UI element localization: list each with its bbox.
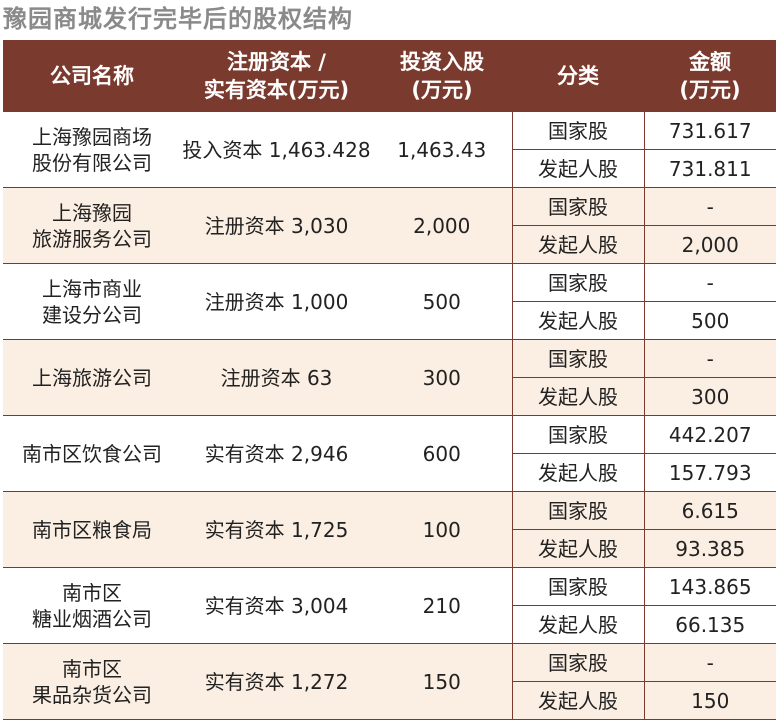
header-amount: 金额 (万元) (644, 40, 776, 112)
header-capital: 注册资本 / 实有资本(万元) (181, 40, 372, 112)
category-cell: 国家股 (511, 567, 644, 606)
table-row: 上海市商业 建设分公司 注册资本 1,000 500 国家股 - (3, 263, 776, 340)
amount-cell: 500 (643, 301, 776, 340)
investment-cell: 150 (372, 643, 512, 720)
amount-cell: - (643, 643, 776, 682)
amount-cell: 93.385 (643, 529, 776, 568)
table-row: 南市区 糖业烟酒公司 实有资本 3,004 210 国家股 143.865 (3, 567, 776, 644)
category-cell: 发起人股 (511, 529, 644, 568)
category-cell: 发起人股 (511, 225, 644, 264)
category-cell: 国家股 (511, 643, 644, 682)
company-name-cell: 南市区 果品杂货公司 (3, 643, 181, 720)
investment-cell: 1,463.43 (372, 112, 512, 188)
table-row: 发起人股 2,000 (3, 225, 776, 264)
table-row: 发起人股 93.385 (3, 529, 776, 568)
investment-cell: 100 (372, 491, 512, 568)
table-row: 上海豫园商场 股份有限公司 投入资本 1,463.428 1,463.43 国家股 731… (3, 112, 776, 188)
capital-cell: 实有资本 1,725 (181, 491, 372, 568)
category-cell: 国家股 (511, 263, 644, 302)
company-name-cell: 上海市商业 建设分公司 (3, 263, 181, 340)
header-row: 公司名称 注册资本 / 实有资本(万元) 投资入股 (万元) 分类 金额 (万元) (3, 40, 776, 112)
investment-cell: 500 (372, 263, 512, 340)
table-row: 发起人股 157.793 (3, 453, 776, 492)
investment-cell: 600 (372, 415, 512, 492)
table-row: 上海豫园 旅游服务公司 注册资本 3,030 2,000 国家股 - (3, 187, 776, 264)
header-category: 分类 (512, 40, 644, 112)
amount-cell: 6.615 (643, 491, 776, 530)
table-row: 南市区饮食公司 实有资本 2,946 600 国家股 442.207 (3, 415, 776, 492)
amount-cell: - (643, 187, 776, 226)
table-body: 上海豫园商场 股份有限公司 投入资本 1,463.428 1,463.43 国家股 731… (3, 112, 776, 720)
table-row: 南市区粮食局 实有资本 1,725 100 国家股 6.615 (3, 491, 776, 568)
amount-cell: 66.135 (643, 605, 776, 644)
company-name-cell: 南市区粮食局 (3, 491, 181, 568)
category-cell: 发起人股 (511, 301, 644, 340)
capital-cell: 注册资本 63 (181, 339, 372, 416)
amount-cell: 2,000 (643, 225, 776, 264)
amount-cell: 731.811 (643, 149, 776, 188)
category-cell: 国家股 (511, 112, 644, 150)
company-name-cell: 上海豫园商场 股份有限公司 (3, 112, 181, 188)
amount-cell: 143.865 (643, 567, 776, 606)
capital-cell: 注册资本 3,030 (181, 187, 372, 264)
amount-cell: 150 (643, 681, 776, 720)
investment-cell: 210 (372, 567, 512, 644)
capital-cell: 注册资本 1,000 (181, 263, 372, 340)
table-row: 发起人股 731.811 (3, 149, 776, 188)
company-name-cell: 南市区 糖业烟酒公司 (3, 567, 181, 644)
header-company: 公司名称 (3, 40, 181, 112)
amount-cell: 731.617 (643, 112, 776, 150)
capital-cell: 实有资本 3,004 (181, 567, 372, 644)
equity-structure-table: 公司名称 注册资本 / 实有资本(万元) 投资入股 (万元) 分类 金额 (万元) 上… (3, 40, 776, 720)
investment-cell: 300 (372, 339, 512, 416)
capital-cell: 投入资本 1,463.428 (181, 112, 372, 188)
capital-cell: 实有资本 2,946 (181, 415, 372, 492)
category-cell: 发起人股 (511, 377, 644, 416)
company-name-cell: 南市区饮食公司 (3, 415, 181, 492)
table-row: 发起人股 150 (3, 681, 776, 720)
table-row: 南市区 果品杂货公司 实有资本 1,272 150 国家股 - (3, 643, 776, 720)
category-cell: 国家股 (511, 491, 644, 530)
company-name-cell: 上海旅游公司 (3, 339, 181, 416)
amount-cell: 157.793 (643, 453, 776, 492)
category-cell: 国家股 (511, 339, 644, 378)
table-row: 发起人股 66.135 (3, 605, 776, 644)
capital-cell: 实有资本 1,272 (181, 643, 372, 720)
amount-cell: - (643, 339, 776, 378)
table-row: 上海旅游公司 注册资本 63 300 国家股 - (3, 339, 776, 416)
category-cell: 发起人股 (511, 605, 644, 644)
category-cell: 发起人股 (511, 681, 644, 720)
category-cell: 国家股 (511, 415, 644, 454)
amount-cell: - (643, 263, 776, 302)
amount-cell: 300 (643, 377, 776, 416)
table-title: 豫园商城发行完毕后的股权结构 (3, 5, 353, 33)
category-cell: 发起人股 (511, 453, 644, 492)
category-cell: 国家股 (511, 187, 644, 226)
header-investment: 投资入股 (万元) (372, 40, 512, 112)
amount-cell: 442.207 (643, 415, 776, 454)
category-cell: 发起人股 (511, 149, 644, 188)
table-row: 发起人股 500 (3, 301, 776, 340)
company-name-cell: 上海豫园 旅游服务公司 (3, 187, 181, 264)
investment-cell: 2,000 (372, 187, 512, 264)
table-row: 发起人股 300 (3, 377, 776, 416)
